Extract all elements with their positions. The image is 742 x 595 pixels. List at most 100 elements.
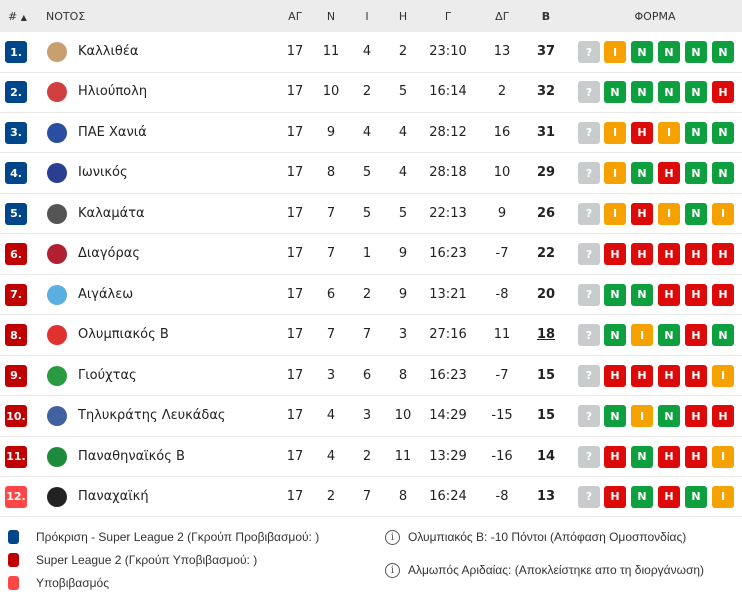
form-badge[interactable]: ?	[578, 162, 600, 185]
form-badge[interactable]: ?	[578, 485, 600, 508]
form-badge[interactable]: Ι	[631, 405, 653, 428]
form-badge[interactable]: Ν	[604, 283, 626, 306]
form-badge[interactable]: Η	[685, 324, 707, 347]
form-badge[interactable]: Ν	[631, 283, 653, 306]
table-row[interactable]: 2. Ηλιούπολη 17 10 2 5 16:14 2 32? Ν Ν Ν Ν Η	[0, 72, 742, 113]
table-row[interactable]: 12. Παναχαϊκή 17 2 7 8 16:24 -8 13? Η Ν Η Ν Ι	[0, 477, 742, 518]
form-badge[interactable]: ?	[578, 324, 600, 347]
form-badge[interactable]: ?	[578, 405, 600, 428]
team-name[interactable]: Διαγόρας	[78, 246, 140, 262]
form-badge[interactable]: Ν	[658, 405, 680, 428]
form-badge[interactable]: Ν	[631, 162, 653, 185]
table-row[interactable]: 9. Γιούχτας 17 3 6 8 16:23 -7 15? Η Η Η Η Ι	[0, 356, 742, 397]
won-header[interactable]: Ν	[326, 10, 336, 23]
table-row[interactable]: 6. Διαγόρας 17 7 1 9 16:23 -7 22? Η Η Η Η Η	[0, 234, 742, 275]
table-row[interactable]: 11. Παναθηναϊκός Β 17 4 2 11 13:29 -16 14? Η Ν Η Η Ι	[0, 437, 742, 477]
table-row[interactable]: 4. Ιωνικός 17 8 5 4 28:18 10 29? Ι Ν Η Ν Ν	[0, 153, 742, 194]
form-badge[interactable]: Ι	[658, 121, 680, 144]
form-badge[interactable]: Η	[712, 405, 734, 428]
form-badge[interactable]: Ι	[712, 485, 734, 508]
team-name[interactable]: Γιούχτας	[78, 367, 137, 383]
team-name[interactable]: Ηλιούπολη	[78, 84, 148, 100]
form-badge[interactable]: Ν	[604, 81, 626, 104]
form-badge[interactable]: Η	[631, 202, 653, 225]
form-badge[interactable]: Η	[658, 364, 680, 387]
form-badge[interactable]: Ν	[631, 81, 653, 104]
table-row[interactable]: 7. Αιγάλεω 17 6 2 9 13:21 -8 20? Ν Ν Η Η Η	[0, 275, 742, 316]
form-badge[interactable]: Ι	[631, 324, 653, 347]
played-header[interactable]: ΑΓ	[288, 10, 302, 23]
form-badge[interactable]: ?	[578, 445, 600, 468]
form-badge[interactable]: ?	[578, 202, 600, 225]
goal-diff-header[interactable]: ΔΓ	[495, 10, 509, 23]
form-badge[interactable]: Ν	[631, 445, 653, 468]
form-badge[interactable]: Η	[631, 243, 653, 266]
form-badge[interactable]: Ν	[685, 121, 707, 144]
team-header[interactable]: ΝΟΤΟΣ	[46, 10, 86, 23]
form-badge[interactable]: Ι	[712, 364, 734, 387]
form-badge[interactable]: Ν	[685, 162, 707, 185]
form-badge[interactable]: Ν	[658, 81, 680, 104]
form-badge[interactable]: Η	[658, 243, 680, 266]
form-badge[interactable]: Ν	[658, 41, 680, 63]
goals-header[interactable]: Γ	[444, 10, 452, 23]
rank-header[interactable]: # ▲	[8, 10, 27, 23]
team-name[interactable]: Καλλιθέα	[78, 44, 139, 59]
drawn-header[interactable]: Ι	[365, 10, 369, 23]
team-name[interactable]: Παναθηναϊκός Β	[78, 448, 185, 464]
form-badge[interactable]: Ν	[712, 41, 734, 63]
table-row[interactable]: 3. ΠΑΕ Χανιά 17 9 4 4 28:12 16 31? Ι Η Ι Ν Ν	[0, 113, 742, 154]
table-row[interactable]: 10. Τηλυκράτης Λευκάδας 17 4 3 10 14:29 -15 15?…	[0, 396, 742, 437]
form-badge[interactable]: Η	[604, 485, 626, 508]
form-badge[interactable]: Η	[685, 283, 707, 306]
team-name[interactable]: ΠΑΕ Χανιά	[78, 124, 147, 140]
form-badge[interactable]: Η	[712, 283, 734, 306]
form-badge[interactable]: Ν	[685, 81, 707, 104]
form-badge[interactable]: Ν	[631, 485, 653, 508]
team-name[interactable]: Παναχαϊκή	[78, 488, 149, 504]
form-badge[interactable]: ?	[578, 121, 600, 144]
points-header[interactable]: Β	[541, 10, 551, 23]
form-badge[interactable]: Η	[712, 243, 734, 266]
form-badge[interactable]: Η	[685, 405, 707, 428]
form-badge[interactable]: Ι	[604, 202, 626, 225]
form-badge[interactable]: Ν	[604, 405, 626, 428]
form-badge[interactable]: ?	[578, 364, 600, 387]
form-badge[interactable]: Η	[604, 243, 626, 266]
team-name[interactable]: Τηλυκράτης Λευκάδας	[78, 408, 226, 424]
form-badge[interactable]: Η	[658, 485, 680, 508]
form-badge[interactable]: Η	[631, 121, 653, 144]
form-badge[interactable]: Ν	[604, 324, 626, 347]
form-badge[interactable]: Ν	[685, 202, 707, 225]
table-row[interactable]: 1. Καλλιθέα 17 11 4 2 23:10 13 37? Ι Ν Ν Ν Ν	[0, 32, 742, 73]
form-badge[interactable]: Η	[604, 445, 626, 468]
form-badge[interactable]: Η	[604, 364, 626, 387]
form-badge[interactable]: Η	[658, 283, 680, 306]
table-row[interactable]: 5. Καλαμάτα 17 7 5 5 22:13 9 26? Ι Η Ι Ν Ι	[0, 194, 742, 235]
points-value[interactable]: 18	[536, 327, 556, 343]
form-badge[interactable]: Ι	[712, 202, 734, 225]
form-badge[interactable]: Ν	[631, 41, 653, 63]
form-badge[interactable]: Ι	[604, 162, 626, 185]
form-badge[interactable]: Ν	[712, 121, 734, 144]
form-badge[interactable]: Η	[685, 243, 707, 266]
form-badge[interactable]: Ν	[712, 324, 734, 347]
team-name[interactable]: Καλαμάτα	[78, 205, 145, 221]
team-name[interactable]: Ιωνικός	[78, 165, 128, 181]
table-row[interactable]: 8. Ολυμπιακός Β 17 7 7 3 27:16 11 18? Ν Ι Ν Η Ν	[0, 315, 742, 356]
form-badge[interactable]: Ν	[685, 41, 707, 63]
form-badge[interactable]: ?	[578, 81, 600, 104]
form-badge[interactable]: ?	[578, 283, 600, 306]
lost-header[interactable]: Η	[398, 10, 408, 23]
form-badge[interactable]: Ν	[658, 324, 680, 347]
form-badge[interactable]: Η	[685, 364, 707, 387]
team-name[interactable]: Αιγάλεω	[78, 286, 134, 302]
team-name[interactable]: Ολυμπιακός Β	[78, 327, 169, 343]
form-badge[interactable]: Ι	[604, 121, 626, 144]
form-badge[interactable]: Ν	[685, 485, 707, 508]
form-badge[interactable]: Ι	[658, 202, 680, 225]
form-badge[interactable]: Ν	[712, 162, 734, 185]
form-badge[interactable]: ?	[578, 243, 600, 266]
form-badge[interactable]: Η	[658, 445, 680, 468]
form-badge[interactable]: ?	[578, 41, 600, 63]
